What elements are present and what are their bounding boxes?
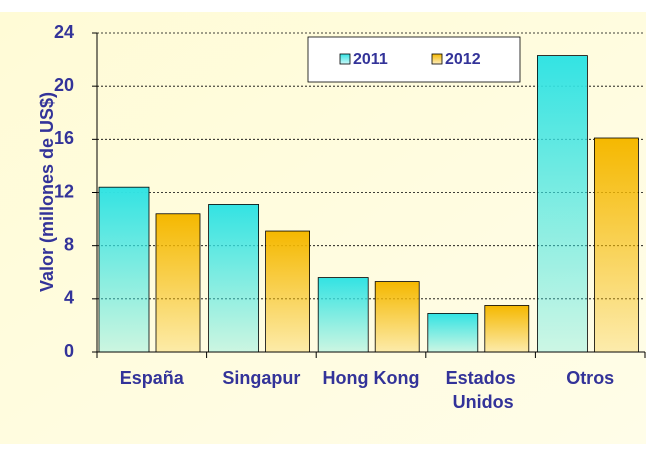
y-tick-label: 24 xyxy=(54,22,74,42)
bar xyxy=(155,213,201,353)
bar xyxy=(537,55,588,353)
legend-swatch xyxy=(431,53,443,65)
legend-label: 2011 xyxy=(353,51,388,68)
y-tick-label: 8 xyxy=(64,234,74,254)
legend-label: 2012 xyxy=(445,51,481,68)
bar xyxy=(265,230,311,353)
x-tick-label: Singapur xyxy=(222,368,300,388)
bar xyxy=(317,277,369,353)
y-tick-label: 16 xyxy=(54,128,74,148)
bar xyxy=(208,204,260,353)
bar xyxy=(427,313,479,353)
x-tick-label: Otros xyxy=(566,368,614,388)
bar xyxy=(594,137,639,353)
x-tick-label: España xyxy=(120,368,185,388)
bar xyxy=(98,186,150,353)
y-tick-label: 12 xyxy=(54,181,74,201)
y-tick-label: 4 xyxy=(64,288,74,308)
y-tick-label: 0 xyxy=(64,341,74,361)
y-tick-label: 20 xyxy=(54,75,74,95)
bar xyxy=(374,281,420,353)
x-tick-label: Estados Unidos xyxy=(446,368,516,412)
legend-swatch xyxy=(339,53,351,65)
x-tick-label: Hong Kong xyxy=(323,368,420,388)
bar xyxy=(484,305,530,353)
y-axis-label: Valor (millones de US$) xyxy=(37,92,57,292)
